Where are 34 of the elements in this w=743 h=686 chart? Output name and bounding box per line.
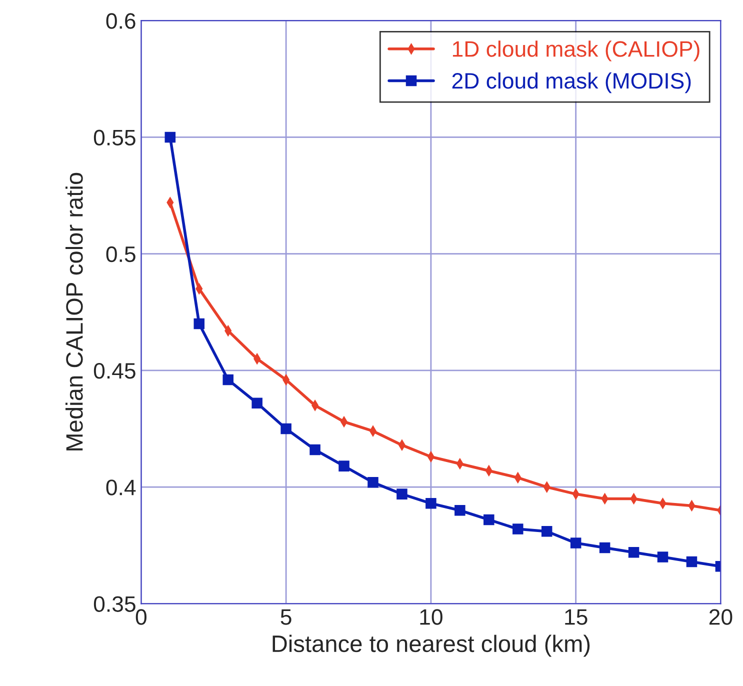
point <box>512 524 524 534</box>
y-axis-title: Median CALIOP color ratio <box>65 172 83 450</box>
point <box>222 374 234 386</box>
point <box>310 444 320 456</box>
point <box>280 423 292 434</box>
y-tick-label: 0.45 <box>94 362 136 379</box>
point <box>164 132 176 143</box>
y-tick-label: 0.4 <box>106 480 136 496</box>
legend-label: 1D cloud mask (CALIOP) <box>452 40 700 62</box>
x-axis-title: Distance to nearest cloud (km) <box>272 634 590 657</box>
legend-label: 2D cloud mask (MODIS) <box>452 72 691 94</box>
x-tick-label: 5 <box>280 609 292 625</box>
point <box>426 498 436 509</box>
point <box>686 556 698 568</box>
point <box>657 552 668 562</box>
point <box>252 398 262 408</box>
point <box>570 538 582 548</box>
point <box>628 546 640 558</box>
y-tick-label: 0.5 <box>106 246 136 262</box>
point <box>194 318 205 330</box>
point <box>599 542 610 554</box>
point <box>454 505 466 516</box>
x-tick-label: 0 <box>136 609 146 625</box>
y-tick-label: 0.55 <box>94 130 136 146</box>
x-tick-label: 10 <box>420 609 442 625</box>
point <box>396 488 408 500</box>
point <box>484 514 494 526</box>
y-tick-label: 0.35 <box>94 596 136 612</box>
point <box>338 460 350 472</box>
point <box>368 477 378 488</box>
x-tick-label: 20 <box>709 609 732 625</box>
point <box>541 526 552 537</box>
y-tick-label: 0.6 <box>106 13 136 29</box>
x-tick-label: 15 <box>565 609 588 625</box>
